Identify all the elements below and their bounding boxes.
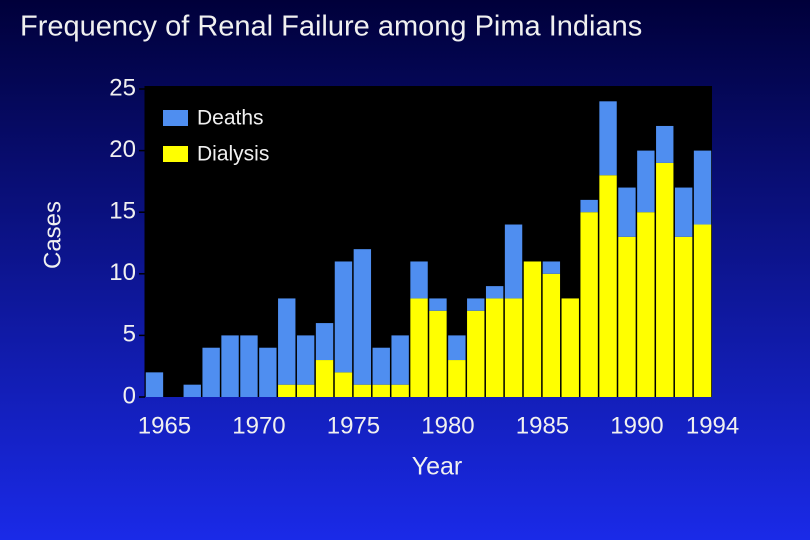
x-tick-label: 1965 (138, 412, 191, 439)
bar-segment (353, 384, 372, 397)
y-tick-label: 10 (109, 259, 136, 286)
bar-segment (448, 360, 466, 397)
bar-segment (693, 224, 712, 397)
bar-segment (637, 150, 655, 213)
x-tick-label: 1970 (232, 412, 285, 439)
bar-segment (353, 249, 372, 385)
bar-segment (448, 335, 466, 361)
bar-segment (391, 384, 409, 397)
x-tick-label: 1980 (421, 412, 474, 439)
bar-segment (296, 335, 315, 385)
bar-segment (240, 335, 258, 397)
bar-segment (296, 384, 315, 397)
bar-segment (467, 310, 485, 397)
legend-swatch (163, 110, 188, 126)
bar-segment (315, 323, 334, 361)
bar-segment (599, 175, 617, 397)
bar-segment (599, 101, 617, 176)
bar-segment (504, 224, 523, 299)
bar-segment (674, 187, 693, 237)
y-tick-label: 5 (123, 321, 136, 348)
bar-segment (315, 360, 334, 397)
bar-segment (618, 236, 636, 397)
bar-segment (183, 384, 201, 397)
bar-segment (656, 162, 674, 397)
bar-segment (542, 261, 561, 274)
bar-segment (372, 384, 390, 397)
legend-label: Dialysis (197, 143, 269, 166)
bar-segment (504, 298, 523, 397)
bar-segment (145, 372, 164, 397)
bar-segment (580, 212, 598, 397)
x-tick-label: 1994 (686, 412, 739, 439)
y-tick-label: 20 (109, 136, 136, 163)
bar-segment (372, 347, 390, 385)
bar-segment (391, 335, 409, 385)
x-tick-label: 1990 (610, 412, 663, 439)
x-tick-label: 1985 (516, 412, 569, 439)
bar-segment (259, 347, 277, 397)
bar-segment (278, 298, 296, 385)
bar-segment (410, 298, 428, 397)
bar-segment (334, 261, 353, 373)
y-tick-label: 15 (109, 198, 136, 225)
bar-segment (618, 187, 636, 237)
x-tick-label: 1975 (327, 412, 380, 439)
bar-segment (580, 199, 598, 213)
bar-segment (334, 372, 353, 397)
bar-segment (429, 298, 447, 311)
bar-segment (429, 310, 447, 397)
bar-segment (674, 236, 693, 397)
bar-segment (523, 261, 542, 397)
bar-segment (202, 347, 220, 397)
bar-segment (637, 212, 655, 397)
bar-segment (693, 150, 712, 225)
y-axis-title: Cases (39, 201, 66, 269)
bar-segment (561, 298, 579, 397)
legend-swatch (163, 146, 188, 162)
y-tick-label: 25 (109, 74, 136, 101)
plot-area (145, 86, 712, 397)
chart-title: Frequency of Renal Failure among Pima In… (20, 11, 642, 43)
legend-label: Deaths (197, 107, 264, 130)
bar-segment (485, 298, 504, 397)
bar-segment (221, 335, 239, 397)
bar-segment (467, 298, 485, 311)
y-tick-label: 0 (123, 382, 136, 409)
bar-segment (278, 384, 296, 397)
bar-segment (542, 273, 561, 397)
bar-segment (410, 261, 428, 299)
x-axis-title: Year (412, 453, 463, 481)
bar-segment (485, 286, 504, 299)
bar-segment (656, 125, 674, 163)
